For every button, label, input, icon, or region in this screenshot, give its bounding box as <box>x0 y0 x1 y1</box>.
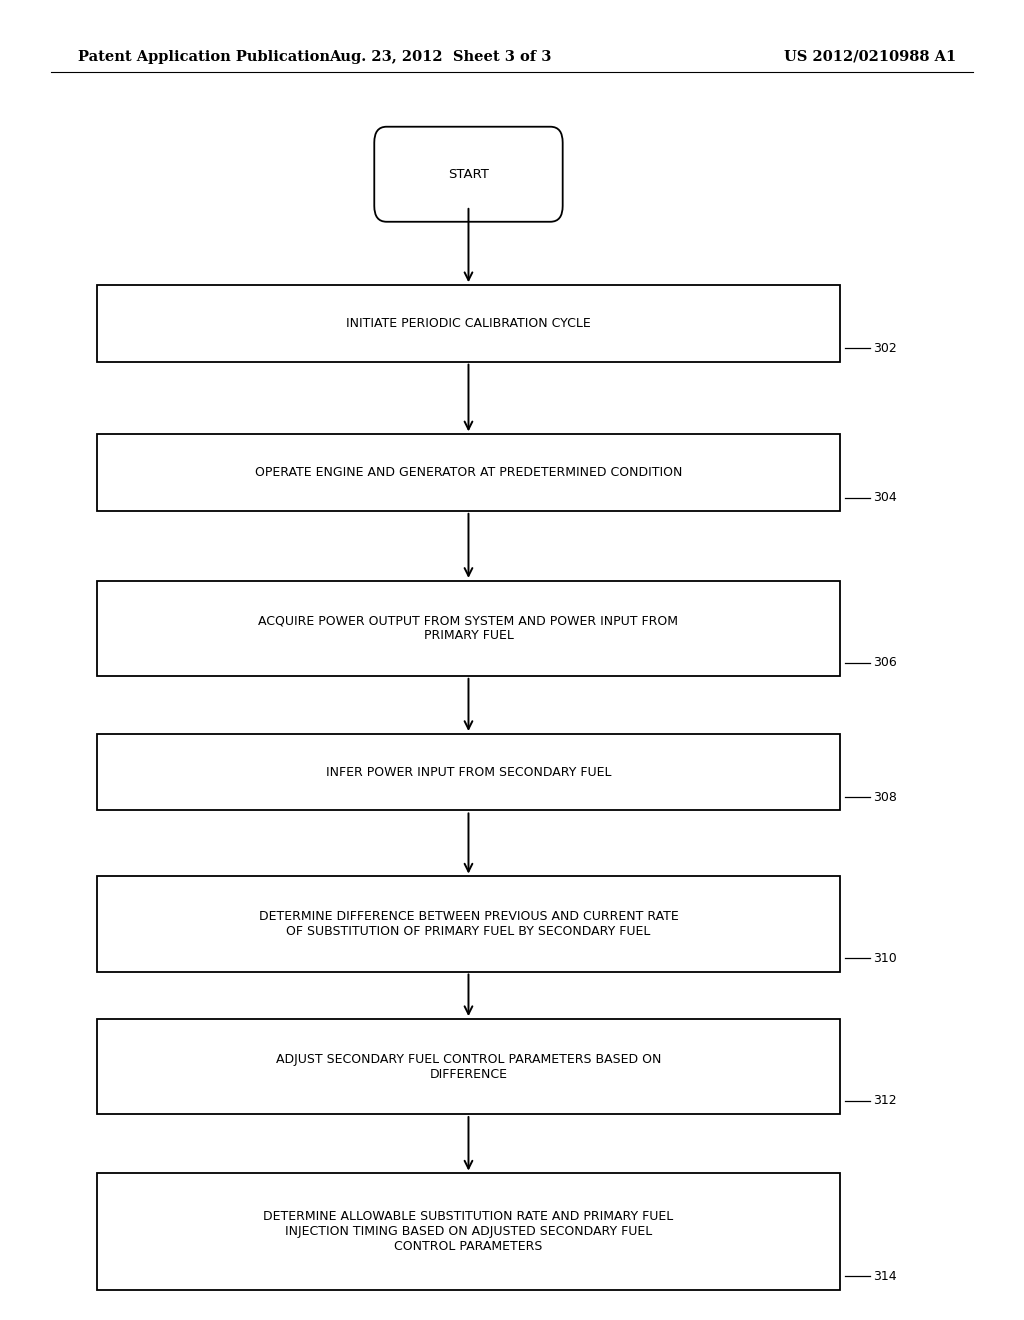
Text: DETERMINE ALLOWABLE SUBSTITUTION RATE AND PRIMARY FUEL
INJECTION TIMING BASED ON: DETERMINE ALLOWABLE SUBSTITUTION RATE AN… <box>263 1210 674 1253</box>
Text: 312: 312 <box>873 1094 897 1107</box>
Text: INFER POWER INPUT FROM SECONDARY FUEL: INFER POWER INPUT FROM SECONDARY FUEL <box>326 766 611 779</box>
FancyBboxPatch shape <box>97 285 840 362</box>
Text: 308: 308 <box>873 791 897 804</box>
Text: 304: 304 <box>873 491 897 504</box>
Text: ADJUST SECONDARY FUEL CONTROL PARAMETERS BASED ON
DIFFERENCE: ADJUST SECONDARY FUEL CONTROL PARAMETERS… <box>275 1052 662 1081</box>
Text: Aug. 23, 2012  Sheet 3 of 3: Aug. 23, 2012 Sheet 3 of 3 <box>329 50 551 63</box>
Text: ACQUIRE POWER OUTPUT FROM SYSTEM AND POWER INPUT FROM
PRIMARY FUEL: ACQUIRE POWER OUTPUT FROM SYSTEM AND POW… <box>258 614 679 643</box>
Text: 314: 314 <box>873 1270 897 1283</box>
FancyBboxPatch shape <box>97 581 840 676</box>
Text: 306: 306 <box>873 656 897 669</box>
FancyBboxPatch shape <box>97 434 840 511</box>
FancyBboxPatch shape <box>374 127 562 222</box>
Text: INITIATE PERIODIC CALIBRATION CYCLE: INITIATE PERIODIC CALIBRATION CYCLE <box>346 317 591 330</box>
Text: 310: 310 <box>873 952 897 965</box>
FancyBboxPatch shape <box>97 1019 840 1114</box>
Text: DETERMINE DIFFERENCE BETWEEN PREVIOUS AND CURRENT RATE
OF SUBSTITUTION OF PRIMAR: DETERMINE DIFFERENCE BETWEEN PREVIOUS AN… <box>259 909 678 939</box>
Text: US 2012/0210988 A1: US 2012/0210988 A1 <box>784 50 956 63</box>
FancyBboxPatch shape <box>97 734 840 810</box>
Text: OPERATE ENGINE AND GENERATOR AT PREDETERMINED CONDITION: OPERATE ENGINE AND GENERATOR AT PREDETER… <box>255 466 682 479</box>
FancyBboxPatch shape <box>97 876 840 972</box>
FancyBboxPatch shape <box>97 1173 840 1290</box>
Text: START: START <box>449 168 488 181</box>
Text: 302: 302 <box>873 342 897 355</box>
Text: Patent Application Publication: Patent Application Publication <box>78 50 330 63</box>
